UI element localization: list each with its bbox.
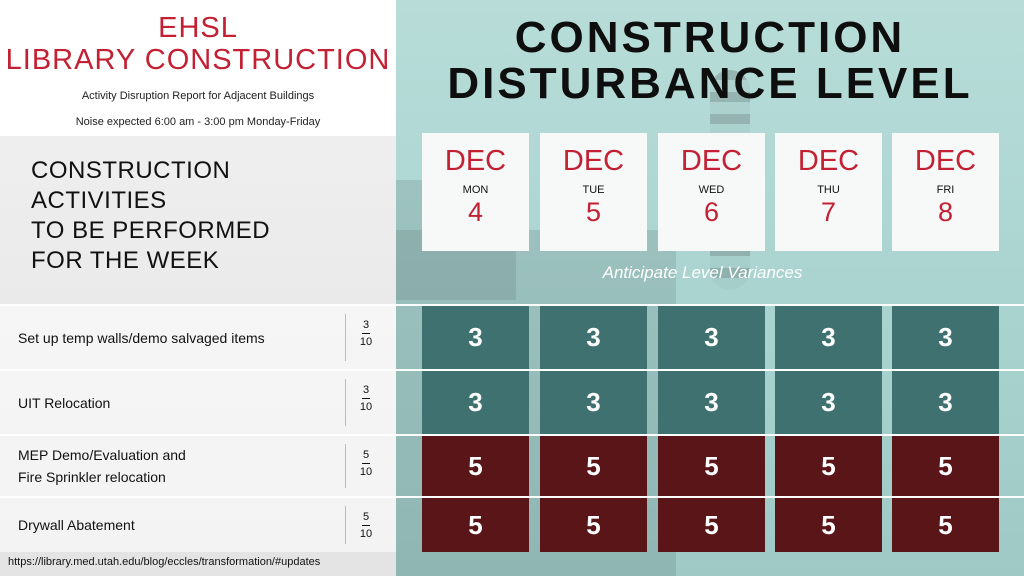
level-cell-fri: 3 [892,306,999,369]
date-weekday: THU [817,184,840,196]
date-month: DEC [797,145,860,177]
header-title-line1: EHSL [158,12,238,44]
level-cell-mon: 3 [422,371,529,434]
date-weekday: WED [698,184,725,196]
level-cell-fri: 3 [892,371,999,434]
activity-row [0,436,396,496]
fraction-denominator: 10 [359,336,373,348]
section-heading: CONSTRUCTION ACTIVITIES TO BE PERFORMED … [31,156,371,276]
level-cell-thu: 5 [775,498,882,552]
main-title-line1: CONSTRUCTION [514,13,906,62]
activity-row [0,371,396,434]
header-panel [0,0,396,136]
date-month: DEC [444,145,507,177]
activity-row [0,306,396,369]
level-cell-mon: 5 [422,436,529,496]
level-cell-mon: 3 [422,306,529,369]
main-title-line2: DISTURBANCE LEVEL [447,59,973,108]
date-day: 5 [585,197,602,227]
level-cell-thu: 3 [775,306,882,369]
level-cell-wed: 3 [658,371,765,434]
fraction-numerator: 3 [362,384,370,396]
activity-label-line: UIT Relocation [18,394,111,411]
level-fraction: 3 10 [345,379,386,426]
section-heading-line: TO BE PERFORMED [31,217,271,244]
date-weekday: MON [462,184,489,196]
activity-label-line: MEP Demo/Evaluation and [18,447,186,463]
activity-label: MEP Demo/Evaluation and Fire Sprinkler re… [18,444,186,488]
row-divider [0,496,1024,498]
fraction-bar [362,525,370,526]
date-weekday: TUE [582,184,605,196]
footer-url[interactable]: https://library.med.utah.edu/blog/eccles… [8,556,321,568]
activity-row [0,498,396,552]
fraction-numerator: 5 [362,449,370,461]
activity-label-line: Drywall Abatement [18,517,135,533]
level-fraction: 5 10 [345,444,386,488]
level-fraction: 5 10 [345,506,386,544]
fraction-denominator: 10 [359,466,373,478]
date-card-wed: DEC WED 6 [658,133,765,251]
section-heading-line: FOR THE WEEK [31,247,220,274]
header-title-line2: LIBRARY CONSTRUCTION [5,44,391,76]
level-cell-tue: 5 [540,436,647,496]
date-day: 7 [820,197,837,227]
row-divider [0,434,1024,436]
fraction-denominator: 10 [359,528,373,540]
level-cell-mon: 5 [422,498,529,552]
fraction-bar [362,463,370,464]
activity-label: Set up temp walls/demo salvaged items [18,327,265,349]
date-day: 4 [467,197,484,227]
header-subtitle-2: Noise expected 6:00 am - 3:00 pm Monday-… [75,116,321,128]
level-cell-tue: 3 [540,371,647,434]
level-cell-fri: 5 [892,436,999,496]
row-divider [0,304,1024,306]
date-weekday: FRI [936,184,955,196]
fraction-denominator: 10 [359,401,373,413]
row-divider [0,369,1024,371]
date-month: DEC [562,145,625,177]
variance-note: Anticipate Level Variances [602,263,803,282]
level-cell-tue: 3 [540,306,647,369]
activity-label: UIT Relocation [18,392,110,414]
date-card-mon: DEC MON 4 [422,133,529,251]
fraction-numerator: 3 [362,319,370,331]
date-day: 6 [703,197,720,227]
fraction-numerator: 5 [362,511,370,523]
level-cell-fri: 5 [892,498,999,552]
level-cell-wed: 5 [658,498,765,552]
level-cell-tue: 5 [540,498,647,552]
date-card-thu: DEC THU 7 [775,133,882,251]
fraction-bar [362,398,370,399]
header-subtitle-1: Activity Disruption Report for Adjacent … [81,90,315,102]
activity-label-line: Fire Sprinkler relocation [18,469,166,485]
date-month: DEC [680,145,743,177]
activity-label-line: Set up temp walls/demo salvaged items [18,329,265,346]
fraction-bar [362,333,370,334]
level-cell-thu: 3 [775,371,882,434]
date-card-tue: DEC TUE 5 [540,133,647,251]
date-card-fri: DEC FRI 8 [892,133,999,251]
level-cell-wed: 5 [658,436,765,496]
level-fraction: 3 10 [345,314,386,361]
level-cell-wed: 3 [658,306,765,369]
date-month: DEC [914,145,977,177]
activity-label: Drywall Abatement [18,514,135,536]
level-cell-thu: 5 [775,436,882,496]
section-heading-line: CONSTRUCTION ACTIVITIES [31,157,231,214]
date-day: 8 [937,197,954,227]
